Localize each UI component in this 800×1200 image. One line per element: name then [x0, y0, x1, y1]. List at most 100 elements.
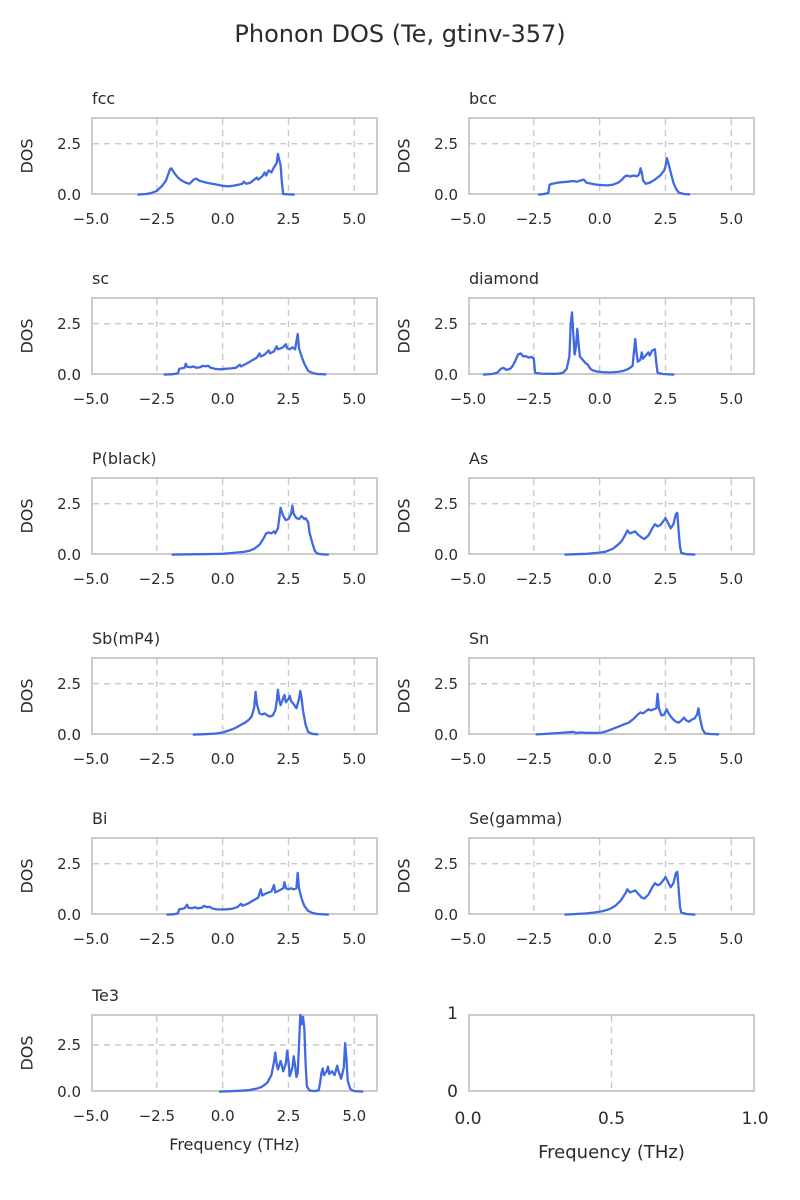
y-tick-label: 0.0	[434, 546, 458, 564]
x-tick-label: −2.5	[138, 570, 176, 588]
dos-curve	[163, 332, 327, 376]
subplot-title: Bi	[92, 809, 108, 828]
x-tick-label: 0.0	[210, 570, 235, 588]
x-tick-label: 2.5	[276, 390, 301, 408]
y-tick-label: 0.0	[434, 366, 458, 384]
subplot-as: As DOS 0.0 2.5 −5.0 −2.5 0.0 2.5 5.0	[395, 449, 755, 588]
x-tick-label: −5.0	[72, 390, 110, 408]
y-axis-label: DOS	[394, 498, 414, 534]
y-axis-label: DOS	[17, 138, 37, 174]
x-tick-label: −2.5	[138, 1107, 176, 1125]
subplot-sc: sc DOS 0.0 2.5 −5.0 −2.5 0.0 2.5 5.0	[18, 269, 378, 408]
y-axis-label: DOS	[17, 858, 37, 894]
y-tick-label: 2.5	[434, 854, 458, 873]
x-tick-label: 2.5	[276, 1107, 301, 1125]
x-tick-label: 2.5	[276, 570, 301, 588]
x-tick-label: −2.5	[138, 930, 176, 948]
dos-curve	[171, 504, 330, 556]
x-tick-label: −2.5	[515, 390, 553, 408]
plot-area	[91, 657, 378, 736]
x-tick-label: −2.5	[138, 210, 176, 228]
x-tick-label: −5.0	[72, 750, 110, 768]
dos-curve	[535, 692, 720, 736]
x-tick-label: 5.0	[342, 750, 367, 768]
x-tick-label: 2.5	[653, 210, 678, 228]
dos-curve	[564, 511, 696, 556]
y-tick-label: 0	[447, 1082, 458, 1102]
figure-title: Phonon DOS (Te, gtinv-357)	[234, 20, 566, 48]
dos-curve	[166, 871, 330, 916]
y-tick-label: 0.0	[57, 186, 81, 204]
x-tick-label: −2.5	[515, 210, 553, 228]
subplot-title: Se(gamma)	[469, 809, 563, 828]
x-tick-label: −5.0	[72, 210, 110, 228]
dos-curve	[482, 311, 675, 376]
dos-curve	[137, 152, 295, 196]
subplot-se-gamma: Se(gamma) DOS 0.0 2.5 −5.0 −2.5 0.0 2.5 5.0	[395, 809, 755, 948]
subplot-bcc: bcc DOS 0.0 2.5 −5.0 −2.5 0.0 2.5 5.0	[395, 89, 755, 228]
y-axis-label: DOS	[17, 498, 37, 534]
plot-area	[91, 837, 378, 916]
x-tick-label: 0.0	[587, 210, 612, 228]
x-tick-label: 2.5	[653, 750, 678, 768]
axes-spine	[91, 837, 378, 915]
plot-area	[468, 117, 755, 196]
subplot-te3: Te3 DOS 0.0 2.5 −5.0 −2.5 0.0 2.5 5.0 Frequency (…	[18, 986, 378, 1154]
y-tick-label: 2.5	[57, 494, 81, 513]
axes-spine	[468, 1014, 755, 1092]
plot-area	[468, 297, 755, 376]
y-axis-label: DOS	[394, 858, 414, 894]
dos-curve	[537, 156, 691, 196]
axes-spine	[468, 297, 755, 375]
y-axis-label: DOS	[394, 138, 414, 174]
x-axis-label: Frequency (THz)	[538, 1142, 685, 1163]
plot-area	[91, 1013, 378, 1093]
y-axis-label: DOS	[17, 318, 37, 354]
subplot-diamond: diamond DOS 0.0 2.5 −5.0 −2.5 0.0 2.5 5.0	[395, 269, 755, 408]
subplot-title: Te3	[92, 986, 120, 1005]
y-tick-label: 2.5	[57, 1036, 81, 1054]
x-tick-label: −2.5	[515, 930, 553, 948]
y-tick-label: 2.5	[57, 314, 81, 333]
x-tick-label: 0.0	[454, 1109, 482, 1129]
y-axis-label: DOS	[17, 1035, 37, 1071]
x-tick-label: 5.0	[342, 570, 367, 588]
x-tick-label: 2.5	[276, 210, 301, 228]
plot-area	[91, 477, 378, 556]
dos-curve	[564, 870, 696, 916]
subplot-title: Sn	[469, 629, 490, 648]
subplot-sn: Sn DOS 0.0 2.5 −5.0 −2.5 0.0 2.5 5.0	[395, 629, 755, 768]
y-tick-label: 0.0	[434, 726, 458, 744]
x-tick-label: 2.5	[653, 390, 678, 408]
x-tick-label: 0.0	[587, 390, 612, 408]
x-tick-label: 0.0	[210, 930, 235, 948]
x-tick-label: 2.5	[653, 570, 678, 588]
subplot-empty: 0 1 0.0 0.5 1.0 Frequency (THz)	[447, 1006, 768, 1164]
subplot-title: Sb(mP4)	[92, 629, 161, 648]
x-tick-label: −5.0	[449, 930, 487, 948]
x-tick-label: 2.5	[653, 930, 678, 948]
y-tick-label: 0.0	[434, 186, 458, 204]
y-tick-label: 2.5	[57, 134, 81, 153]
x-tick-label: 0.0	[210, 1107, 235, 1125]
x-tick-label: 5.0	[342, 210, 367, 228]
y-tick-label: 2.5	[434, 674, 458, 693]
subplot-p-black: P(black) DOS 0.0 2.5 −5.0 −2.5 0.0 2.5 5.0	[18, 449, 378, 588]
dos-curve	[192, 688, 319, 736]
subplot-sb-mp4: Sb(mP4) DOS 0.0 2.5 −5.0 −2.5 0.0 2.5 5.0	[18, 629, 378, 768]
subplot-title: P(black)	[92, 449, 157, 468]
y-tick-label: 0.0	[57, 1083, 81, 1101]
x-tick-label: −5.0	[72, 570, 110, 588]
axes-spine	[468, 477, 755, 555]
x-tick-label: −2.5	[515, 570, 553, 588]
x-tick-label: 0.0	[587, 750, 612, 768]
subplot-bi: Bi DOS 0.0 2.5 −5.0 −2.5 0.0 2.5 5.0	[18, 809, 378, 948]
plot-area	[91, 117, 378, 196]
x-tick-label: 5.0	[719, 210, 744, 228]
axes-spine	[91, 477, 378, 555]
x-tick-label: 2.5	[276, 930, 301, 948]
x-tick-label: 1.0	[741, 1109, 769, 1129]
x-tick-label: 0.0	[210, 390, 235, 408]
y-tick-label: 2.5	[57, 674, 81, 693]
